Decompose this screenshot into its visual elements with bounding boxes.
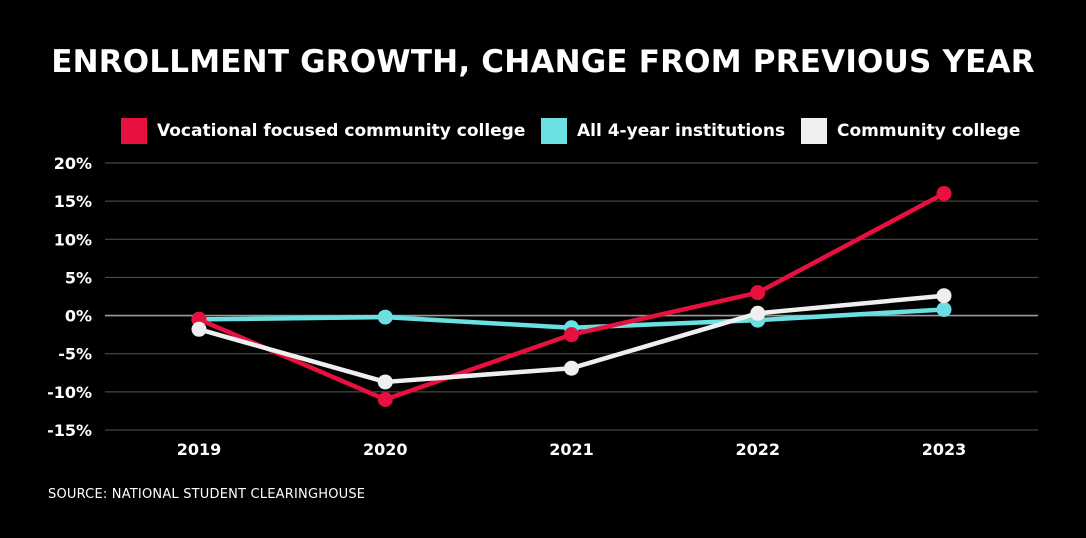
legend-label-vocational: Vocational focused community college <box>157 121 526 141</box>
data-point <box>936 301 952 317</box>
y-tick-label: 0% <box>65 307 92 326</box>
y-tick-label: -10% <box>47 383 92 402</box>
data-point <box>377 309 393 325</box>
data-point <box>936 186 952 202</box>
legend-item-vocational: Vocational focused community college <box>121 118 525 144</box>
data-point <box>564 360 579 376</box>
data-point <box>377 391 393 407</box>
y-tick-label: 15% <box>54 192 92 211</box>
x-tick-label: 2020 <box>363 440 408 459</box>
legend-swatch-community <box>801 118 827 144</box>
source-note: SOURCE: NATIONAL STUDENT CLEARINGHOUSE <box>48 487 366 502</box>
y-tick-label: -5% <box>58 345 92 364</box>
data-point <box>936 288 952 304</box>
x-tick-label: 2019 <box>177 440 222 459</box>
y-tick-label: 5% <box>65 268 92 287</box>
data-point <box>750 285 766 301</box>
legend: Vocational focused community college All… <box>0 118 1086 148</box>
y-tick-label: -15% <box>47 421 92 440</box>
legend-label-community: Community college <box>837 121 1021 141</box>
legend-swatch-vocational <box>121 118 147 144</box>
legend-item-four-year: All 4-year institutions <box>541 118 785 144</box>
data-point <box>750 305 766 321</box>
data-point <box>377 374 393 390</box>
chart-title: ENROLLMENT GROWTH, CHANGE FROM PREVIOUS … <box>51 44 1035 80</box>
legend-item-community: Community college <box>801 118 1020 144</box>
legend-swatch-four-year <box>541 118 567 144</box>
data-point <box>564 327 579 343</box>
legend-label-four-year: All 4-year institutions <box>577 121 786 141</box>
x-tick-label: 2021 <box>549 440 594 459</box>
y-tick-label: 10% <box>54 230 92 249</box>
y-tick-label: 20% <box>54 154 92 173</box>
data-point <box>191 321 207 337</box>
x-tick-label: 2023 <box>922 440 967 459</box>
x-tick-label: 2022 <box>735 440 780 459</box>
